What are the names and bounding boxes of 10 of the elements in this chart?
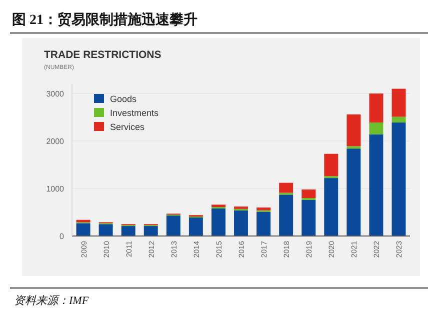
y-tick-label: 3000	[46, 90, 65, 98]
legend-label: Goods	[110, 94, 138, 104]
legend-label: Services	[110, 122, 146, 132]
chart-subtitle: TRADE RESTRICTIONS	[44, 49, 162, 61]
y-tick-label: 1000	[46, 184, 65, 194]
chart-title: 图 21：贸易限制措施迅速攀升	[12, 11, 198, 28]
text: 资料来源：IMF	[14, 294, 89, 307]
legend-label: Investments	[110, 108, 160, 118]
y-tick-label: 2000	[46, 137, 65, 146]
y-tick-label: 0	[60, 232, 65, 241]
